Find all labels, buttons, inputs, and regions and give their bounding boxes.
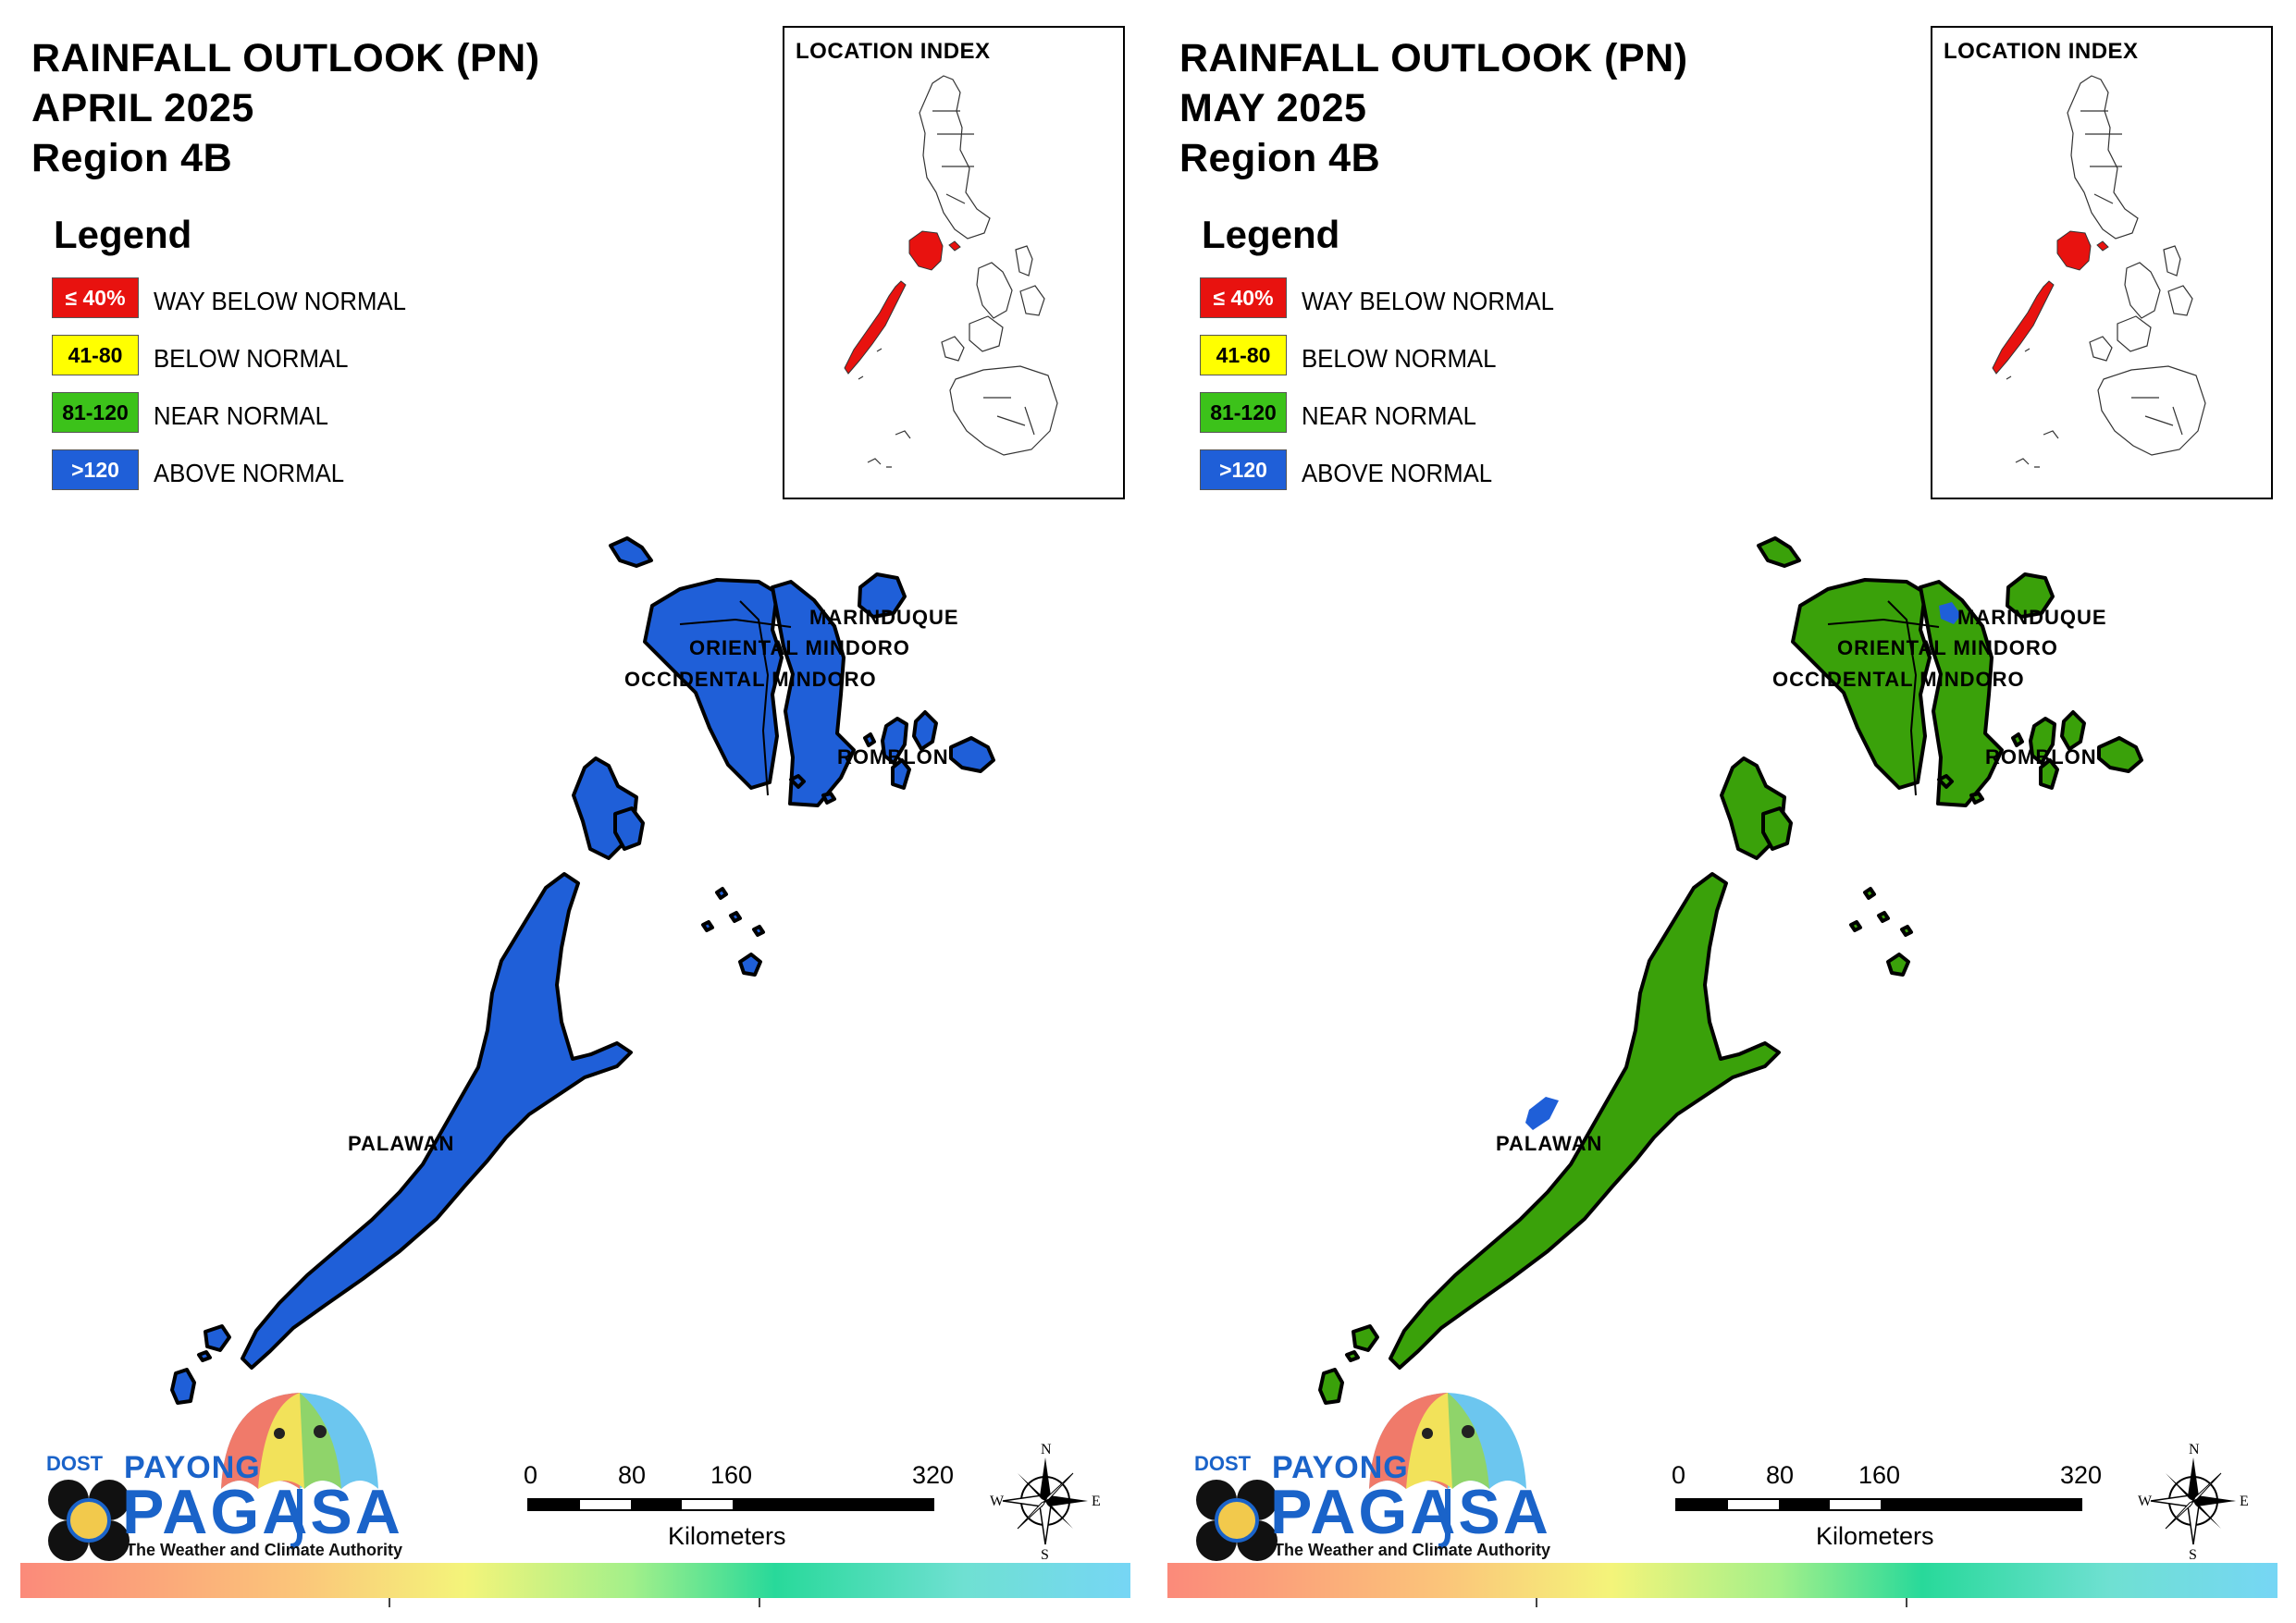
title-line-1: RAINFALL OUTLOOK (PN) (31, 36, 540, 80)
location-index: LOCATION INDEX (783, 26, 1125, 499)
label-romblon: ROMBLON (1985, 745, 2097, 768)
scale-label-80: 80 (618, 1461, 647, 1489)
label-palawan: PALAWAN (348, 1132, 454, 1155)
scale-label-0: 0 (1672, 1461, 1686, 1489)
umbrella-icon (48, 1393, 378, 1561)
scale-label-160: 160 (1858, 1461, 1901, 1489)
gradient-tick (389, 1598, 390, 1607)
north-arrow-icon: N E S W (2138, 1441, 2249, 1563)
north-arrow-icon: N E S W (990, 1441, 1101, 1563)
legend-label: NEAR NORMAL (1302, 401, 1476, 430)
scale-label-320: 320 (912, 1461, 955, 1489)
legend-label: NEAR NORMAL (154, 401, 328, 430)
compass-s: S (1041, 1547, 1049, 1561)
location-index: LOCATION INDEX (1931, 26, 2273, 499)
pagasa-logo: DOST PAYONG PAGASA The Weather and Clima… (22, 1387, 402, 1572)
logo-tagline: The Weather and Climate Authority (126, 1541, 403, 1559)
legend-item-near: 81-120 NEAR NORMAL (52, 392, 328, 449)
location-index-title: LOCATION INDEX (796, 39, 991, 64)
legend-item-near: 81-120 NEAR NORMAL (1200, 392, 1476, 449)
compass-e: E (2240, 1494, 2249, 1509)
compass-s: S (2189, 1547, 2197, 1561)
scale-label-160: 160 (710, 1461, 753, 1489)
scale-label-0: 0 (524, 1461, 538, 1489)
scale-bar-graphic (1675, 1498, 2082, 1511)
legend-item-below: 41-80 BELOW NORMAL (52, 335, 348, 392)
legend-label: WAY BELOW NORMAL (1302, 287, 1554, 315)
compass-n: N (1041, 1442, 1052, 1457)
label-romblon: ROMBLON (837, 745, 949, 768)
legend-swatch: ≤ 40% (52, 277, 139, 318)
legend-item-above: >120 ABOVE NORMAL (52, 449, 344, 507)
logo-pagasa-text: PAGASA (122, 1477, 403, 1547)
scale-units: Kilometers (668, 1522, 786, 1550)
map-title: RAINFALL OUTLOOK (PN) MAY 2025 Region 4B (1179, 33, 1688, 183)
compass-n: N (2189, 1442, 2200, 1457)
legend-label: WAY BELOW NORMAL (154, 287, 406, 315)
legend: Legend ≤ 40% WAY BELOW NORMAL 41-80 BELO… (52, 213, 406, 507)
legend: Legend ≤ 40% WAY BELOW NORMAL 41-80 BELO… (1200, 213, 1554, 507)
legend-swatch: 81-120 (1200, 392, 1287, 433)
logo-dost-text: DOST (46, 1452, 104, 1475)
legend-swatch: >120 (52, 449, 139, 490)
outlook-panel-april: RAINFALL OUTLOOK (PN) APRIL 2025 Region … (0, 26, 1148, 1572)
decorative-gradient-bar (20, 1563, 1130, 1598)
legend-item-way-below: ≤ 40% WAY BELOW NORMAL (52, 277, 406, 335)
scale-units: Kilometers (1816, 1522, 1934, 1550)
title-line-1: RAINFALL OUTLOOK (PN) (1179, 36, 1688, 80)
label-marinduque: MARINDUQUE (809, 606, 959, 629)
title-line-3: Region 4B (31, 136, 233, 180)
legend-swatch: 41-80 (1200, 335, 1287, 375)
label-occidental-mindoro: OCCIDENTAL MINDORO (1772, 668, 2025, 691)
philippines-index-map (844, 75, 1058, 468)
legend-label: ABOVE NORMAL (1302, 459, 1493, 487)
region-4b-map: MARINDUQUE ORIENTAL MINDORO OCCIDENTAL M… (0, 518, 1148, 1406)
legend-title: Legend (54, 213, 192, 256)
legend-label: ABOVE NORMAL (154, 459, 345, 487)
label-palawan: PALAWAN (1496, 1132, 1602, 1155)
scale-bar: 0 80 160 320 Kilometers (1672, 1461, 2102, 1563)
label-occidental-mindoro: OCCIDENTAL MINDORO (624, 668, 877, 691)
title-line-2: MAY 2025 (1179, 86, 1367, 130)
philippines-index-map (1992, 75, 2206, 468)
gradient-tick (1536, 1598, 1537, 1607)
label-oriental-mindoro: ORIENTAL MINDORO (1837, 636, 2058, 659)
label-oriental-mindoro: ORIENTAL MINDORO (689, 636, 910, 659)
gradient-tick (1906, 1598, 1907, 1607)
compass-e: E (1092, 1494, 1101, 1509)
legend-swatch: ≤ 40% (1200, 277, 1287, 318)
pagasa-logo: DOST PAYONG PAGASA The Weather and Clima… (1170, 1387, 1550, 1572)
location-index-title: LOCATION INDEX (1944, 39, 2139, 64)
scale-bar: 0 80 160 320 Kilometers (524, 1461, 954, 1563)
legend-item-above: >120 ABOVE NORMAL (1200, 449, 1492, 507)
logo-pagasa-text: PAGASA (1270, 1477, 1551, 1547)
legend-item-below: 41-80 BELOW NORMAL (1200, 335, 1496, 392)
legend-swatch: 41-80 (52, 335, 139, 375)
scale-bar-graphic (527, 1498, 934, 1511)
gradient-tick (759, 1598, 760, 1607)
region-4b-map: MARINDUQUE ORIENTAL MINDORO OCCIDENTAL M… (1148, 518, 2296, 1406)
title-line-3: Region 4B (1179, 136, 1381, 180)
legend-title: Legend (1202, 213, 1340, 256)
scale-label-320: 320 (2060, 1461, 2103, 1489)
legend-swatch: 81-120 (52, 392, 139, 433)
logo-dost-text: DOST (1194, 1452, 1252, 1475)
logo-payong-text: PAYONG (124, 1450, 261, 1485)
compass-w: W (2138, 1494, 2153, 1509)
legend-label: BELOW NORMAL (1302, 344, 1497, 373)
decorative-gradient-bar (1167, 1563, 2277, 1598)
scale-label-80: 80 (1766, 1461, 1795, 1489)
logo-tagline: The Weather and Climate Authority (1274, 1541, 1551, 1559)
outlook-panel-may: RAINFALL OUTLOOK (PN) MAY 2025 Region 4B… (1148, 0, 2296, 1623)
map-title: RAINFALL OUTLOOK (PN) APRIL 2025 Region … (31, 33, 540, 183)
legend-item-way-below: ≤ 40% WAY BELOW NORMAL (1200, 277, 1554, 335)
legend-swatch: >120 (1200, 449, 1287, 490)
title-line-2: APRIL 2025 (31, 86, 254, 130)
logo-payong-text: PAYONG (1272, 1450, 1409, 1485)
umbrella-icon (1196, 1393, 1526, 1561)
label-marinduque: MARINDUQUE (1957, 606, 2107, 629)
legend-label: BELOW NORMAL (154, 344, 349, 373)
compass-w: W (990, 1494, 1005, 1509)
